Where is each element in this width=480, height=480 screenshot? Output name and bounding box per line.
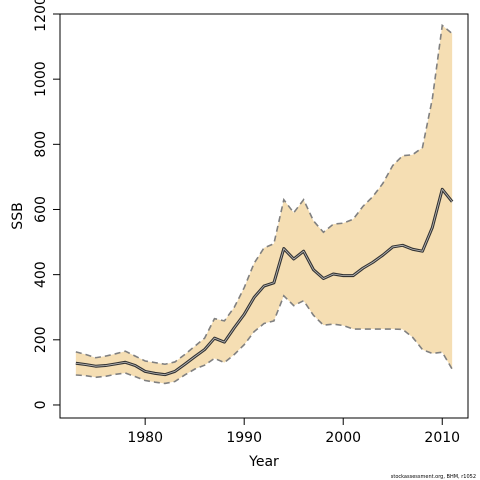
y-tick-label: 600 (33, 196, 49, 223)
credit-text: stockassessment.org, BHM, r1052 (391, 474, 476, 480)
y-tick-label: 1000 (33, 61, 49, 97)
axes: 1980 1990 2000 2010 0 200 400 600 800 1000 1200 (33, 0, 460, 446)
upper-bound-line (75, 23, 453, 366)
y-tick-label: 1200 (33, 0, 49, 32)
confidence-band (75, 25, 453, 384)
y-tick-label: 200 (33, 326, 49, 353)
x-tick-label: 2000 (325, 430, 361, 446)
x-tick-label: 1980 (127, 430, 163, 446)
y-tick-label: 0 (33, 401, 49, 410)
y-tick-label: 800 (33, 131, 49, 158)
x-tick-label: 2010 (424, 430, 460, 446)
y-axis-title: SSB (10, 202, 26, 229)
y-tick-label: 400 (33, 261, 49, 288)
x-tick-label: 1990 (226, 430, 262, 446)
lower-bound-line (75, 294, 453, 385)
plot-area (75, 23, 454, 385)
estimate-line-highlight (75, 188, 453, 376)
x-axis-title: Year (248, 454, 279, 470)
plot-frame (59, 13, 469, 419)
